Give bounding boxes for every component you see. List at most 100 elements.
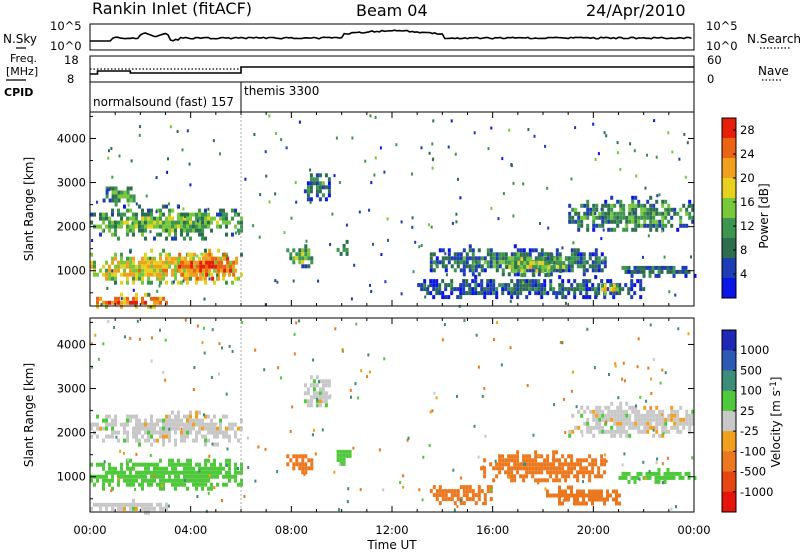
data-cell	[459, 497, 463, 502]
scatter-cell	[400, 220, 403, 224]
data-cell	[604, 203, 608, 208]
data-cell	[691, 219, 695, 224]
data-cell	[531, 268, 535, 273]
data-cell	[561, 501, 564, 506]
data-cell	[234, 478, 237, 483]
data-cell	[141, 486, 144, 491]
data-cell	[489, 248, 493, 253]
data-cell	[640, 421, 644, 426]
data-cell	[171, 260, 174, 265]
data-cell	[174, 220, 177, 225]
data-cell	[492, 264, 496, 269]
data-cell	[303, 399, 307, 404]
data-cell	[528, 268, 532, 273]
scatter-cell	[616, 141, 619, 145]
data-cell	[585, 268, 589, 273]
data-cell	[613, 219, 617, 224]
data-cell	[324, 173, 328, 178]
data-cell	[420, 283, 424, 288]
data-cell	[543, 462, 547, 467]
data-cell	[562, 261, 566, 266]
data-cell	[631, 405, 635, 410]
data-cell	[640, 211, 644, 216]
data-cell	[126, 482, 129, 487]
data-cell	[210, 486, 213, 491]
data-cell	[129, 272, 132, 277]
data-cell	[225, 458, 228, 463]
data-cell	[606, 493, 609, 498]
data-cell	[193, 260, 197, 265]
scatter-cell	[374, 156, 377, 160]
data-cell	[190, 264, 194, 269]
data-cell	[652, 211, 656, 216]
data-cell	[135, 434, 138, 439]
data-cell	[132, 466, 135, 471]
data-cell	[594, 260, 598, 265]
data-cell	[555, 470, 559, 475]
data-cell	[138, 422, 141, 427]
scatter-cell	[318, 380, 320, 384]
data-cell	[465, 260, 469, 265]
data-cell	[198, 466, 201, 471]
scatter-cell	[678, 157, 681, 161]
data-cell	[510, 458, 514, 463]
data-cell	[174, 256, 177, 261]
data-cell	[120, 264, 123, 269]
data-cell	[171, 272, 174, 277]
data-cell	[558, 283, 562, 288]
scatter-cell	[655, 461, 658, 464]
data-cell	[126, 232, 129, 237]
data-cell	[150, 474, 153, 479]
data-cell	[129, 506, 132, 511]
data-cell	[679, 219, 683, 224]
data-cell	[301, 248, 305, 253]
data-cell	[126, 264, 129, 269]
data-cell	[567, 279, 571, 284]
data-cell	[141, 300, 144, 305]
scatter-cell	[208, 454, 211, 458]
data-cell	[576, 283, 580, 288]
data-cell	[168, 422, 171, 427]
data-cell	[159, 426, 162, 431]
data-cell	[660, 475, 664, 480]
data-cell	[591, 287, 595, 292]
freq-tick-bottom: 8	[67, 72, 74, 86]
cpid-label: CPID	[4, 86, 33, 99]
scatter-cell	[621, 205, 624, 209]
data-cell	[567, 256, 571, 261]
data-cell	[135, 418, 138, 423]
scatter-cell	[350, 395, 352, 399]
data-cell	[240, 478, 243, 483]
data-cell	[679, 207, 683, 212]
data-cell	[186, 430, 189, 435]
data-cell	[165, 280, 168, 285]
data-cell	[441, 264, 445, 269]
data-cell	[634, 195, 638, 200]
data-cell	[96, 224, 99, 229]
data-cell	[495, 474, 499, 479]
data-cell	[153, 300, 156, 305]
data-cell	[594, 489, 597, 494]
data-cell	[685, 413, 689, 418]
scatter-cell	[483, 387, 486, 391]
data-cell	[135, 272, 138, 277]
data-cell	[570, 470, 574, 475]
scatter-cell	[369, 114, 372, 118]
data-cell	[171, 426, 174, 431]
data-cell	[210, 252, 213, 257]
data-cell	[207, 422, 210, 427]
data-cell	[606, 497, 609, 502]
data-cell	[174, 260, 177, 265]
scatter-cell	[153, 474, 156, 478]
data-cell	[543, 287, 547, 292]
data-cell	[168, 232, 171, 237]
data-cell	[453, 252, 457, 257]
data-cell	[168, 256, 171, 261]
scatter-cell	[686, 141, 689, 145]
data-cell	[327, 379, 331, 384]
scatter-cell	[345, 223, 348, 227]
scatter-cell	[677, 327, 680, 331]
data-cell	[235, 256, 239, 261]
data-cell	[474, 260, 478, 265]
data-cell	[630, 279, 634, 284]
